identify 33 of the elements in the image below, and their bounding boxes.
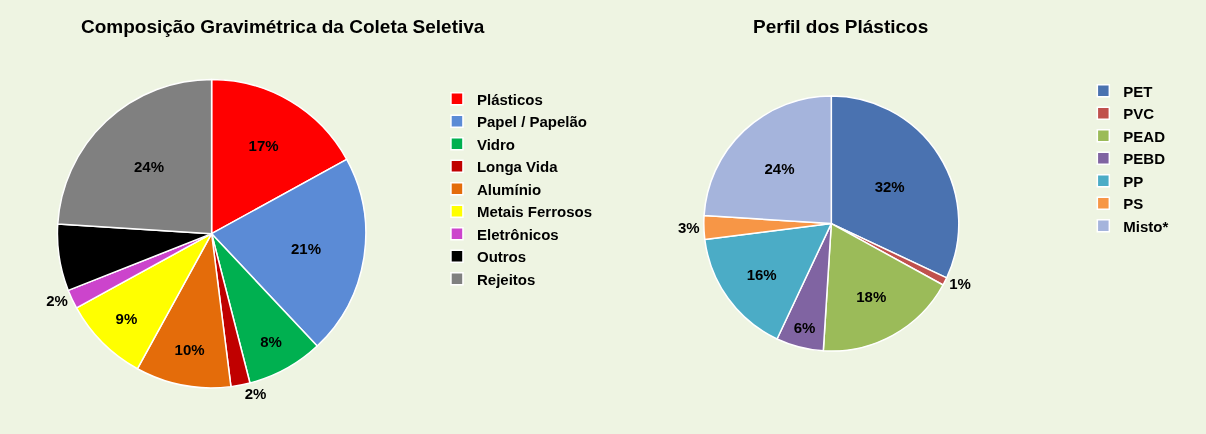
legend-label: Rejeitos: [476, 270, 536, 288]
legend-label: PVC: [1123, 105, 1155, 123]
legend-label: Plásticos: [476, 90, 543, 108]
legend-label: Vidro: [476, 135, 516, 153]
legend-label: PEAD: [1123, 127, 1166, 145]
legend-label: PS: [1123, 195, 1144, 213]
data-label: 17%: [248, 137, 279, 155]
data-label: 2%: [46, 292, 68, 310]
data-label: 21%: [291, 240, 322, 258]
data-label: 32%: [874, 178, 905, 196]
legend-label: Eletrônicos: [476, 225, 559, 243]
legend-label: PP: [1123, 172, 1144, 190]
data-label: 24%: [764, 159, 795, 177]
data-label: 18%: [856, 287, 887, 305]
data-label: 16%: [746, 265, 777, 283]
legend-label: Papel / Papelão: [476, 113, 588, 131]
data-label: 24%: [133, 158, 164, 176]
data-label: 6%: [793, 319, 816, 337]
chart-title: Composição Gravimétrica da Coleta Seletiva: [81, 16, 485, 37]
legend-label: Alumínio: [476, 180, 542, 198]
legend-label: Metais Ferrosos: [476, 203, 593, 221]
data-label: 2%: [244, 384, 267, 402]
legend-label: Longa Vida: [476, 158, 559, 176]
chart-title: Perfil dos Plásticos: [753, 16, 929, 37]
data-label: 3%: [677, 219, 700, 237]
data-label: 8%: [260, 333, 282, 351]
data-label: 1%: [949, 274, 971, 292]
data-label: 10%: [174, 340, 205, 358]
legend-label: Outros: [476, 248, 527, 266]
data-label: 9%: [115, 310, 138, 328]
legend-label: PEBD: [1123, 150, 1166, 168]
legend-label: Misto*: [1123, 217, 1169, 235]
legend-label: PET: [1123, 82, 1153, 100]
